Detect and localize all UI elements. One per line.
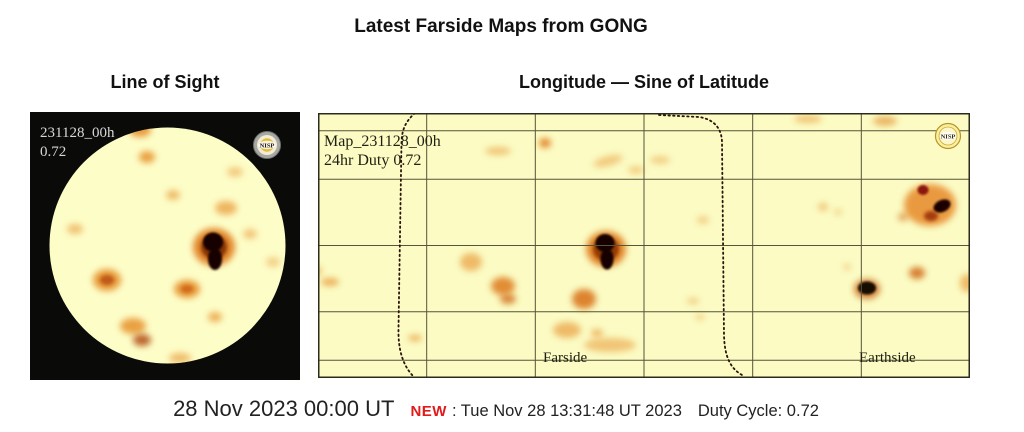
line-of-sight-map-image: 231128_00h 0.72 NISP bbox=[30, 112, 300, 380]
los-panel-title: Line of Sight bbox=[110, 72, 220, 92]
limb-dashed-curves bbox=[397, 113, 743, 378]
page-title: Latest Farside Maps from GONG bbox=[354, 16, 648, 37]
farside-map-svg: Map_231128_00h 24hr Duty 0.72 Farside Ea… bbox=[318, 113, 970, 378]
earthside-label: Earthside bbox=[859, 350, 916, 366]
updated-timestamp: : Tue Nov 28 13:31:48 UT 2023 bbox=[451, 402, 682, 420]
solar-disk bbox=[49, 127, 286, 364]
farside-map-image: Map_231128_00h 24hr Duty 0.72 Farside Ea… bbox=[318, 113, 970, 378]
los-active-regions bbox=[67, 127, 280, 363]
new-badge: NEW bbox=[410, 403, 447, 420]
duty-cycle: Duty Cycle: 0.72 bbox=[697, 402, 819, 420]
nisp-logo: NISP bbox=[253, 131, 281, 159]
map-gridlines bbox=[318, 113, 970, 378]
map-duty-stamp: 24hr Duty 0.72 bbox=[324, 152, 421, 169]
los-date-stamp: 231128_00h bbox=[40, 125, 115, 141]
map-date-stamp: Map_231128_00h bbox=[324, 133, 441, 150]
farside-label: Farside bbox=[543, 350, 588, 366]
map-date: 28 Nov 2023 00:00 UT bbox=[173, 396, 395, 421]
footer-caption: 28 Nov 2023 00:00 UT NEW : Tue Nov 28 13… bbox=[0, 396, 1008, 422]
map-panel-title: Longitude — Sine of Latitude bbox=[519, 72, 769, 92]
los-duty-stamp: 0.72 bbox=[40, 144, 66, 160]
nisp-logo-text: NISP bbox=[260, 143, 275, 150]
map-active-regions bbox=[318, 115, 970, 352]
line-of-sight-svg: 231128_00h 0.72 NISP bbox=[30, 112, 300, 380]
nisp-logo: NISP bbox=[934, 122, 962, 150]
nisp-logo-text: NISP bbox=[941, 134, 956, 141]
map-border bbox=[318, 113, 970, 378]
